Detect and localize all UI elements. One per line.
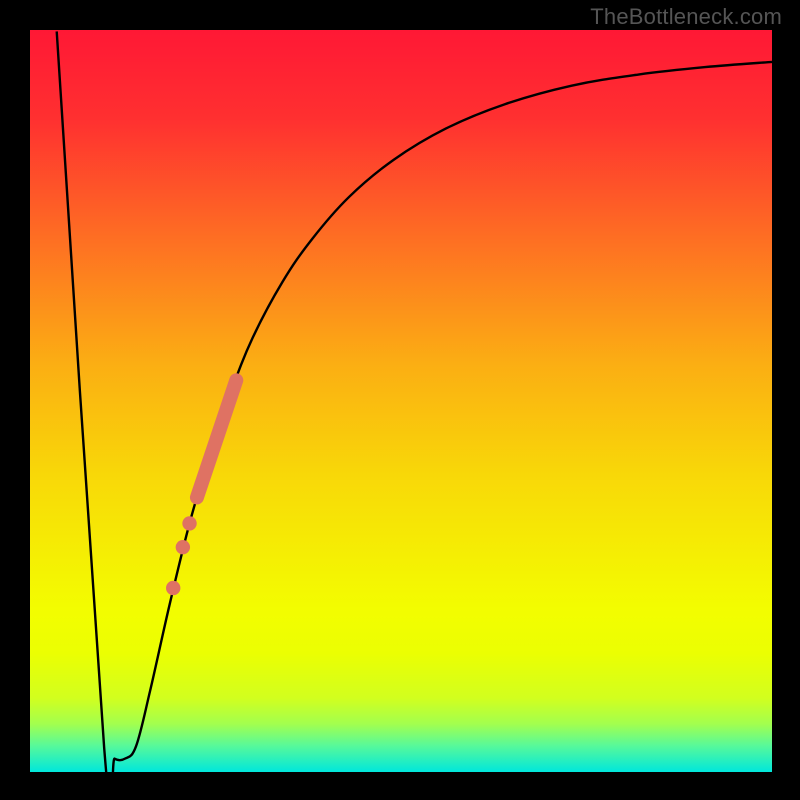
data-point-marker bbox=[176, 540, 190, 554]
bottleneck-chart bbox=[0, 0, 800, 800]
data-point-marker bbox=[182, 516, 196, 530]
data-point-marker bbox=[166, 581, 180, 595]
chart-container: { "watermark": { "text": "TheBottleneck.… bbox=[0, 0, 800, 800]
gradient-background bbox=[30, 30, 772, 772]
watermark-text: TheBottleneck.com bbox=[590, 4, 782, 30]
